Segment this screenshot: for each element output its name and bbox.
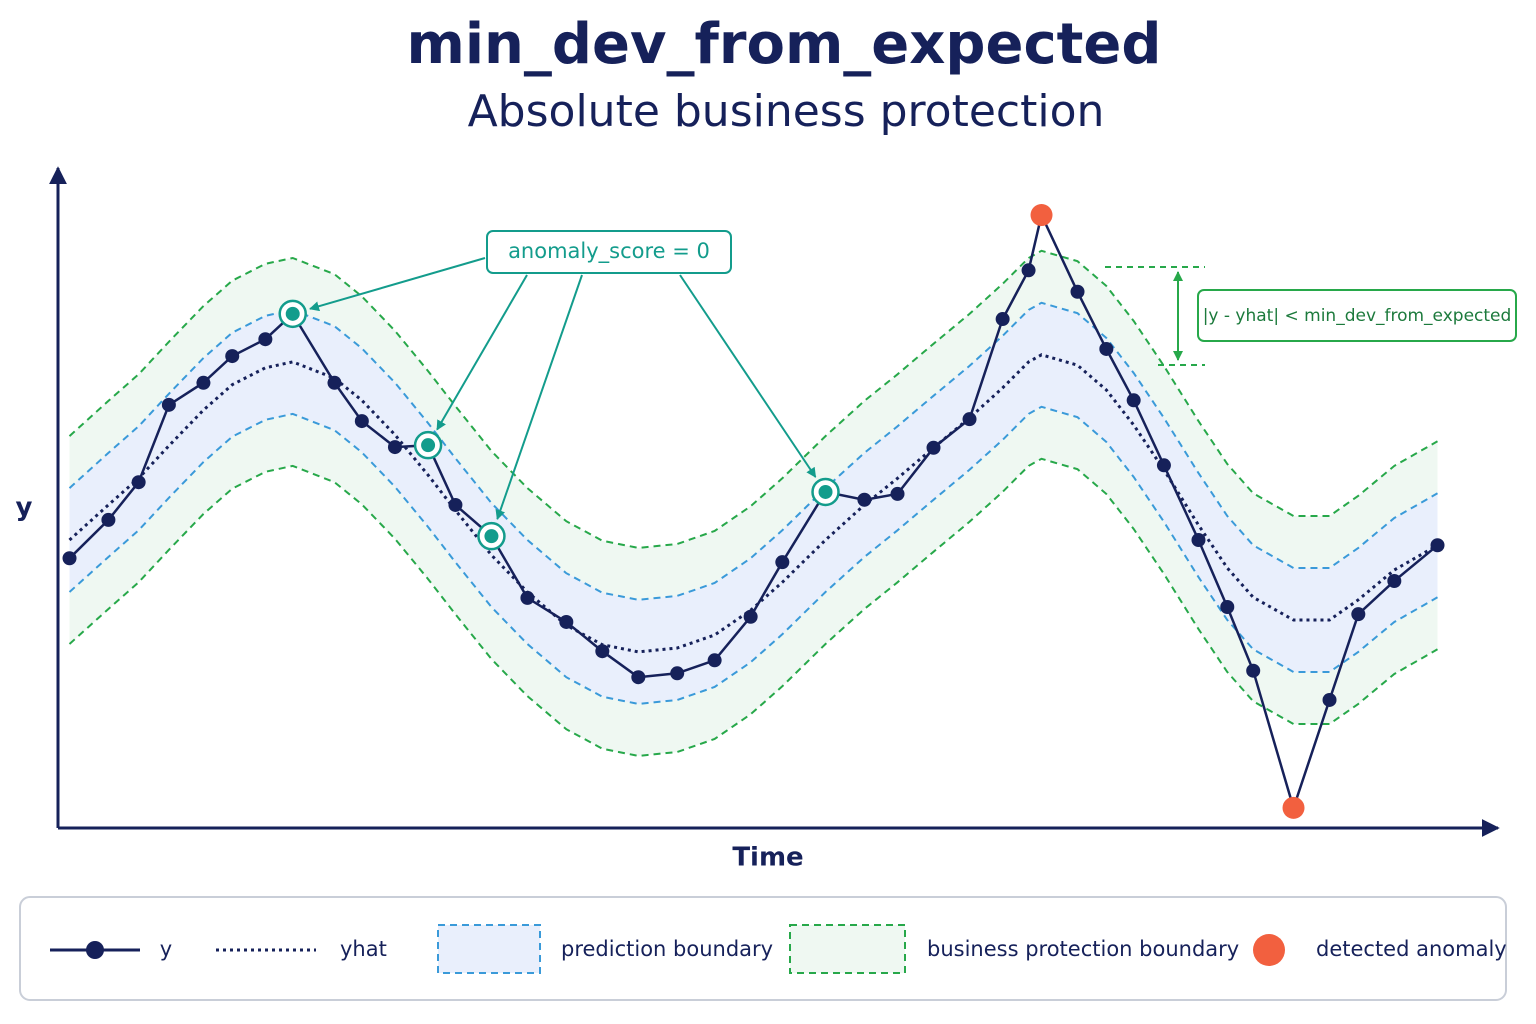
y-point	[1246, 663, 1261, 678]
y-point	[1156, 458, 1171, 473]
y-point	[995, 312, 1010, 327]
legend-swatch	[789, 924, 906, 974]
y-point	[1126, 393, 1141, 408]
y-point	[890, 486, 905, 501]
y-point	[962, 412, 977, 427]
y-point	[448, 497, 463, 512]
y-point	[1220, 600, 1235, 614]
y-point	[559, 614, 574, 629]
y-point	[62, 551, 77, 566]
annotation-text: anomaly_score = 0	[508, 239, 710, 264]
y-point	[707, 653, 722, 668]
legend-label: detected anomaly	[1316, 937, 1507, 961]
y-point	[1021, 263, 1036, 278]
y-point	[631, 670, 646, 685]
legend-swatch	[86, 941, 104, 959]
y-point	[327, 375, 342, 390]
chart-title: min_dev_from_expected	[407, 12, 1162, 77]
y-point	[743, 609, 758, 624]
highlight-point	[818, 484, 833, 499]
y-point	[101, 512, 116, 527]
y-point	[926, 440, 941, 455]
legend-items: y yhat prediction boundary business protect…	[50, 924, 1507, 974]
y-point	[520, 590, 535, 605]
y-point	[354, 414, 369, 429]
y-point	[1070, 284, 1085, 299]
highlight-point	[484, 529, 499, 544]
legend-swatch	[437, 924, 541, 974]
y-point	[775, 555, 790, 570]
annotation-arrow	[495, 274, 583, 521]
legend	[19, 896, 1507, 1001]
y-point	[670, 666, 685, 681]
yhat-line	[68, 353, 1439, 654]
y-point	[857, 492, 872, 507]
legend-label: yhat	[340, 937, 387, 961]
y-point	[161, 397, 176, 412]
x-axis-label: Time	[732, 843, 803, 873]
legend-label: business protection boundary	[927, 937, 1239, 961]
annotation-arrow	[679, 274, 817, 478]
y-point	[595, 644, 610, 659]
plot-area	[62, 204, 1445, 819]
y-point	[1099, 341, 1114, 356]
legend-label: prediction boundary	[561, 937, 773, 961]
anomaly-point	[1030, 204, 1053, 227]
anomaly-point	[1282, 796, 1305, 819]
annotation-box	[1197, 289, 1517, 342]
highlight-point	[285, 306, 300, 321]
y-point	[131, 475, 146, 490]
y-point	[1430, 538, 1445, 553]
annotation-arrow	[309, 257, 486, 312]
annotation-box	[486, 230, 732, 274]
annotation-arrow	[436, 274, 528, 431]
y-point	[1351, 607, 1366, 622]
y-point	[196, 375, 211, 390]
y-axis-label: y	[16, 493, 33, 523]
y-point	[1191, 533, 1206, 548]
annotation-text: |y - yhat| < min_dev_from_expected	[1203, 306, 1512, 326]
highlight-point	[421, 438, 436, 453]
y-point	[1387, 574, 1402, 588]
y-point	[225, 349, 240, 364]
legend-label: y	[160, 937, 172, 961]
y-point	[258, 332, 273, 347]
legend-swatch	[1253, 934, 1285, 966]
y-point	[1322, 692, 1337, 707]
y-point	[387, 440, 402, 455]
chart-subtitle: Absolute business protection	[468, 86, 1105, 137]
